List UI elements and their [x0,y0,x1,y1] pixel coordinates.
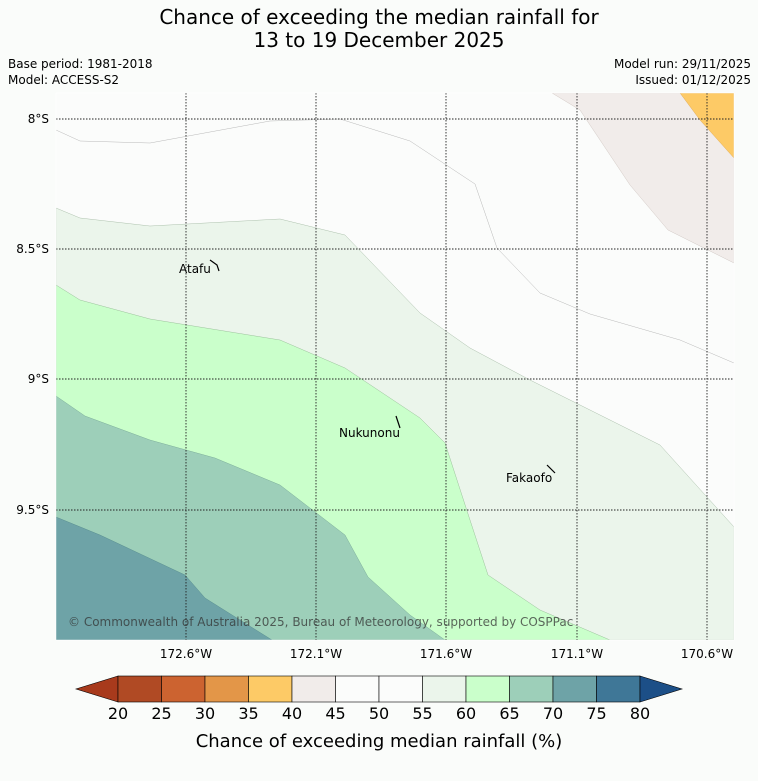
colorbar-segment [335,675,380,703]
colorbar-segment [552,675,597,703]
colorbar-segment [378,675,423,703]
colorbar-title: Chance of exceeding median rainfall (%) [195,731,563,752]
lon-label: 172.1°W [290,647,342,661]
colorbar-tick-label: 35 [238,704,259,723]
colorbar-tick-label: 75 [586,704,607,723]
atoll-fakaofo [546,464,556,474]
colorbar-tick-label: 70 [542,704,564,723]
atoll-atafu [209,259,220,272]
band-70-75 [56,516,273,640]
lon-label: 171.6°W [420,647,472,661]
colorbar-tick-label: 45 [325,704,346,723]
lon-label: 170.6°W [681,647,733,661]
lon-label: 172.6°W [160,647,212,661]
colorbar-segment [248,675,293,703]
colorbar-tick-label: 40 [281,704,303,723]
title-line-1: Chance of exceeding the median rainfall … [159,5,599,29]
colorbar-tick-label: 30 [194,704,216,723]
colorbar-tick-label: 55 [412,704,433,723]
colorbar-segment [465,675,510,703]
colorbar-segment [509,675,554,703]
colorbar-segment [204,675,249,703]
base-period: Base period: 1981-2018 [8,57,153,71]
place-label-nukunonu: Nukunonu [339,426,400,440]
lat-label: 9°S [28,372,49,386]
colorbar-tick-label: 20 [107,704,129,723]
colorbar [74,675,684,703]
colorbar-tick-label: 50 [368,704,390,723]
colorbar-extend-high [639,675,684,703]
map-frame [55,92,735,641]
model-run: Model run: 29/11/2025 [613,57,751,71]
lon-label: 171.1°W [551,647,603,661]
colorbar-segment [161,675,206,703]
band-40-45 [551,93,734,264]
probability-contours [56,93,734,640]
model-name: Model: ACCESS-S2 [8,73,120,87]
band-35-40 [679,93,734,159]
copyright-notice: © Commonwealth of Australia 2025, Bureau… [68,615,573,629]
atolls [209,259,556,474]
issued-date: Issued: 01/12/2025 [635,73,751,87]
colorbar-tick-label: 60 [455,704,477,723]
colorbar-segment [596,675,641,703]
lat-label: 8°S [28,112,49,126]
colorbar-extend-low [74,675,119,703]
colorbar-segment [291,675,336,703]
contour-50 [56,118,734,364]
title-line-2: 13 to 19 December 2025 [253,28,505,52]
place-label-fakaofo: Fakaofo [506,471,552,485]
atoll-nukunonu [395,415,401,429]
lat-label: 9.5°S [16,503,49,517]
colorbar-tick-label: 65 [499,704,520,723]
colorbar-tick-label: 25 [151,704,172,723]
colorbar-segment [117,675,162,703]
lat-label: 8.5°S [16,242,49,256]
place-label-atafu: Atafu [179,262,211,276]
graticule [56,93,734,640]
colorbar-tick-label: 80 [629,704,651,723]
colorbar-segment [422,675,467,703]
